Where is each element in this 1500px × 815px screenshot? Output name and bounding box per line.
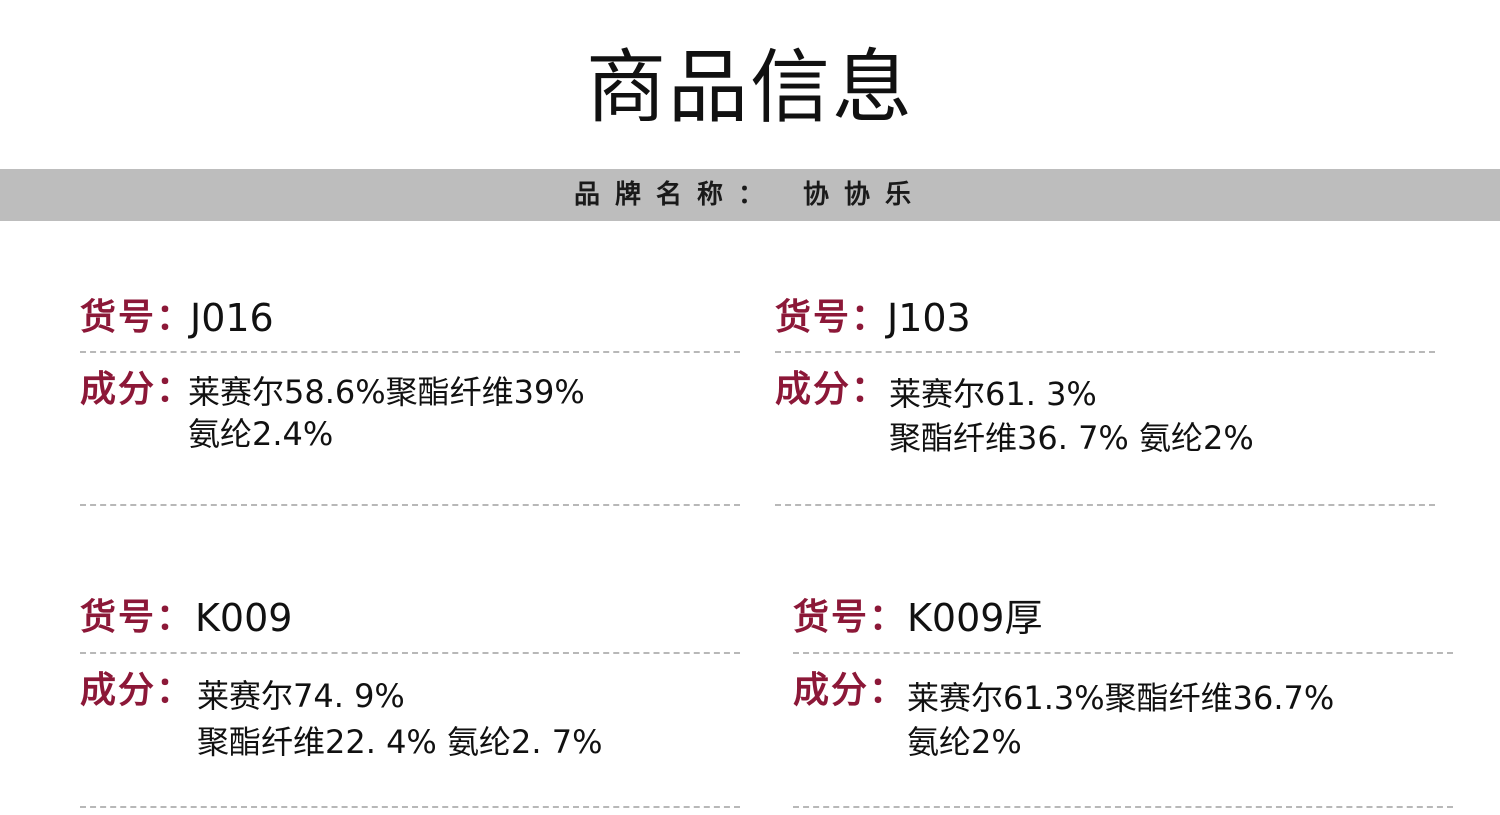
composition-line-1: 莱赛尔61. 3%	[889, 375, 1097, 413]
composition-line-2: 氨纶2.4%	[188, 415, 334, 453]
item-code-label: 货号：	[80, 297, 195, 338]
divider	[775, 351, 1435, 353]
composition-line-1: 莱赛尔58.6%聚酯纤维39%	[188, 373, 585, 411]
composition-line-2: 聚酯纤维22. 4% 氨纶2. 7%	[197, 723, 603, 761]
divider	[793, 652, 1453, 654]
page-title: 商品信息	[586, 41, 914, 134]
product-card-j016: 货号： J016 成分： 莱赛尔58.6%聚酯纤维39% 氨纶2.4%	[80, 296, 740, 511]
composition-line-2: 聚酯纤维36. 7% 氨纶2%	[889, 419, 1254, 457]
composition-label: 成分：	[775, 369, 890, 410]
composition-label: 成分：	[80, 670, 195, 711]
product-card-j103: 货号： J103 成分： 莱赛尔61. 3% 聚酯纤维36. 7% 氨纶2%	[775, 296, 1435, 511]
composition-line-2: 氨纶2%	[907, 723, 1022, 761]
item-code-label: 货号：	[80, 597, 195, 638]
composition-line-1: 莱赛尔74. 9%	[197, 677, 405, 715]
brand-value: 协协乐	[803, 180, 927, 210]
composition-line-1: 莱赛尔61.3%聚酯纤维36.7%	[907, 679, 1335, 717]
divider	[80, 351, 740, 353]
item-code: J103	[887, 296, 971, 340]
brand-label: 品牌名称：	[573, 180, 779, 210]
composition-label: 成分：	[793, 670, 908, 711]
divider	[793, 806, 1453, 808]
item-code: J016	[190, 296, 274, 340]
composition-label: 成分：	[80, 369, 195, 410]
divider	[80, 504, 740, 506]
divider	[80, 806, 740, 808]
product-card-k009-thick: 货号： K009厚 成分： 莱赛尔61.3%聚酯纤维36.7% 氨纶2%	[793, 596, 1453, 811]
item-code: K009	[195, 596, 293, 640]
product-card-k009: 货号： K009 成分： 莱赛尔74. 9% 聚酯纤维22. 4% 氨纶2. 7…	[80, 596, 740, 811]
divider	[775, 504, 1435, 506]
divider	[80, 652, 740, 654]
item-code: K009厚	[907, 596, 1043, 640]
item-code-label: 货号：	[775, 297, 890, 338]
brand-bar: 品牌名称： 协协乐	[0, 169, 1500, 221]
item-code-label: 货号：	[793, 597, 908, 638]
